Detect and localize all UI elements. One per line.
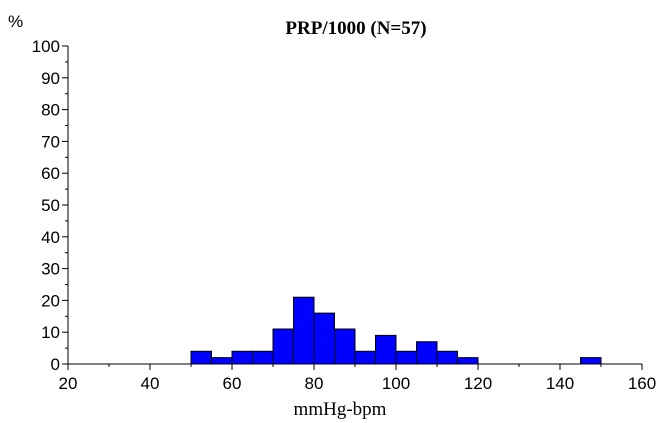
y-tick-label-70: 70 bbox=[41, 132, 60, 151]
y-tick-label-40: 40 bbox=[41, 228, 60, 247]
y-axis-label: % bbox=[8, 12, 23, 31]
histogram-bar-95-100 bbox=[375, 334, 397, 365]
x-tick-label-160: 160 bbox=[628, 374, 656, 393]
y-tick-label-10: 10 bbox=[41, 323, 60, 342]
x-tick-label-60: 60 bbox=[223, 374, 242, 393]
y-tick-label-100: 100 bbox=[32, 37, 60, 56]
histogram-bar-70-75 bbox=[272, 328, 294, 365]
y-tick-label-50: 50 bbox=[41, 196, 60, 215]
histogram-bar-105-110 bbox=[416, 341, 438, 365]
y-tick-label-60: 60 bbox=[41, 164, 60, 183]
histogram-bar-100-105 bbox=[395, 350, 417, 365]
y-tick-label-0: 0 bbox=[51, 355, 60, 374]
x-tick-label-100: 100 bbox=[382, 374, 410, 393]
histogram-bar-50-55 bbox=[190, 350, 212, 365]
y-tick-label-30: 30 bbox=[41, 260, 60, 279]
x-tick-label-40: 40 bbox=[141, 374, 160, 393]
histogram-bar-80-85 bbox=[313, 312, 335, 365]
histogram-bar-145-150 bbox=[580, 357, 602, 365]
histogram-bar-75-80 bbox=[293, 296, 315, 365]
y-tick-label-80: 80 bbox=[41, 101, 60, 120]
histogram-bar-60-65 bbox=[231, 350, 253, 365]
x-tick-label-80: 80 bbox=[305, 374, 324, 393]
histogram-bar-55-60 bbox=[211, 357, 233, 365]
histogram-bar-65-70 bbox=[252, 350, 274, 365]
x-tick-label-120: 120 bbox=[464, 374, 492, 393]
histogram-bar-90-95 bbox=[354, 350, 376, 365]
bars-group bbox=[190, 296, 602, 365]
chart-title: PRP/1000 (N=57) bbox=[285, 18, 426, 39]
x-axis-label: mmHg-bpm bbox=[294, 399, 387, 420]
y-tick-label-20: 20 bbox=[41, 291, 60, 310]
x-tick-label-140: 140 bbox=[546, 374, 574, 393]
histogram-bar-115-120 bbox=[457, 357, 479, 365]
x-tick-label-20: 20 bbox=[59, 374, 78, 393]
axes-group: 0 10 20 30 40 50 60 70 80 90 100 20 40 60 80 100 120 140 1… bbox=[32, 37, 657, 393]
y-tick-label-90: 90 bbox=[41, 69, 60, 88]
histogram-bar-85-90 bbox=[334, 328, 356, 365]
histogram-bar-110-115 bbox=[436, 350, 458, 365]
